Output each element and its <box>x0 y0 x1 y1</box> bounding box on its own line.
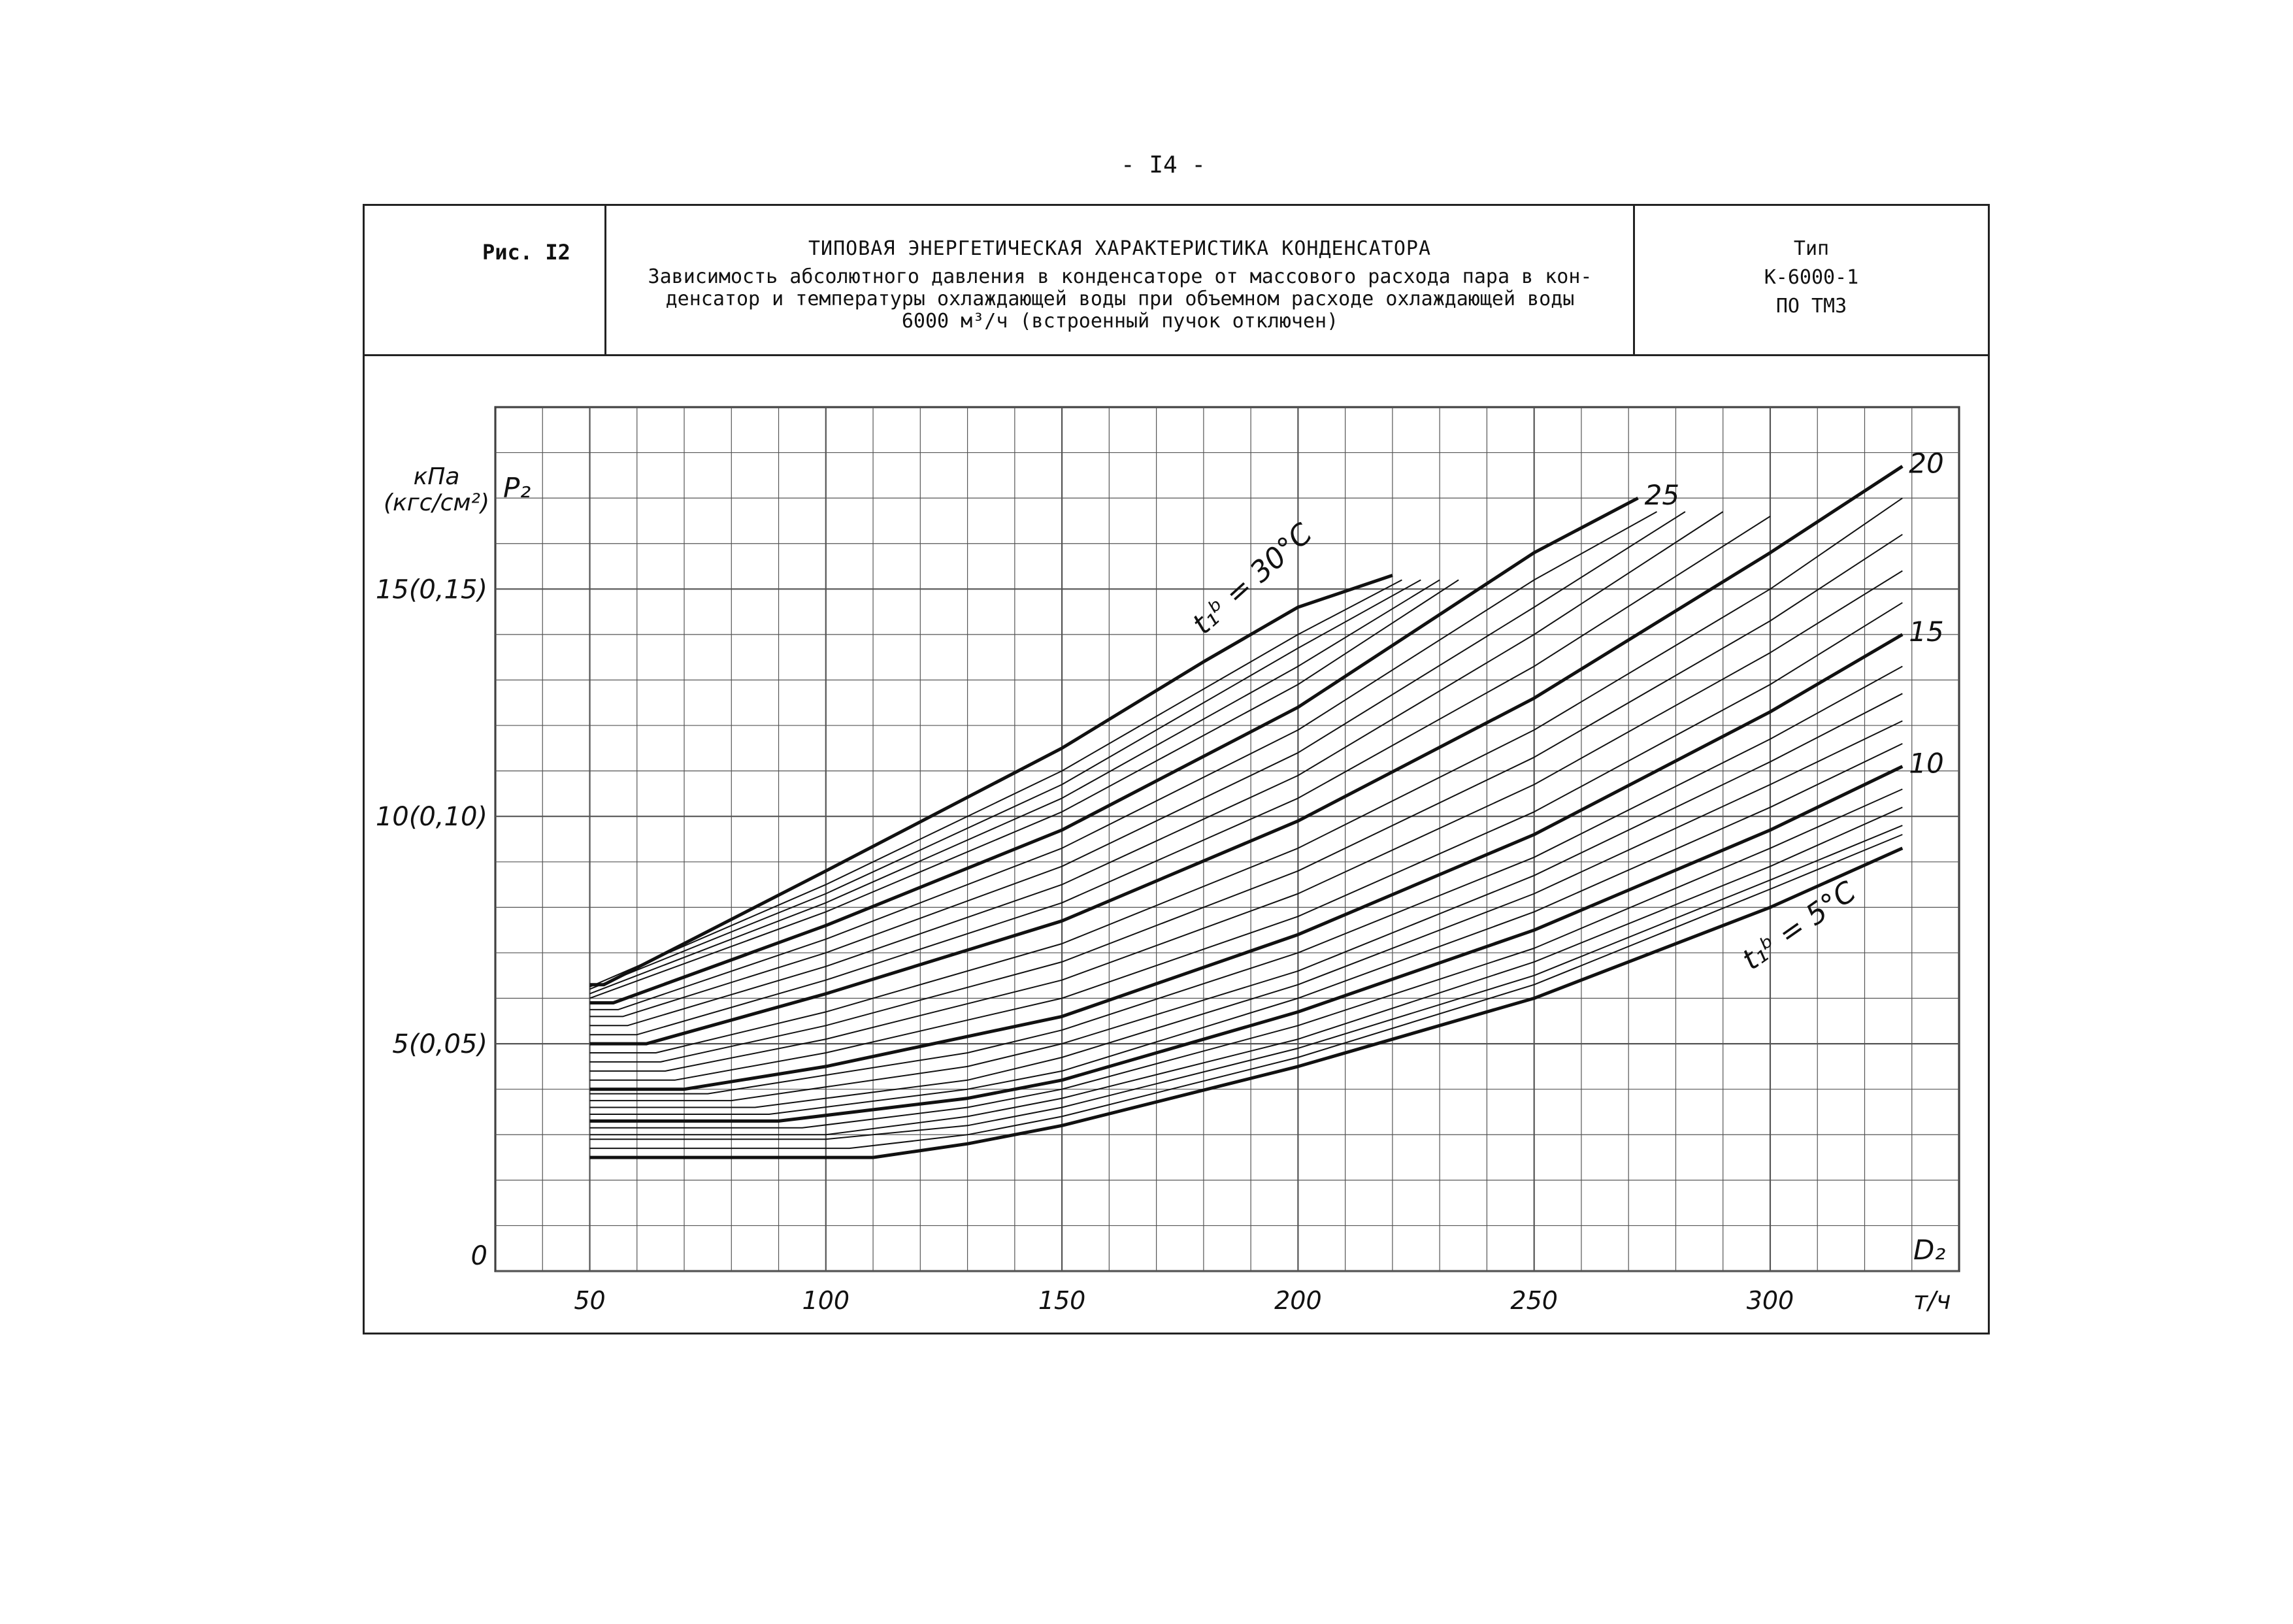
curve-t-7 <box>589 825 1903 1140</box>
curve-t-19 <box>589 497 1903 1053</box>
title-block: Рис. I2 ТИПОВАЯ ЭНЕРГЕТИЧЕСКАЯ ХАРАКТЕРИ… <box>365 206 1988 356</box>
y-tick-label: 0 <box>471 1241 487 1271</box>
x-tick-label: 50 <box>574 1286 605 1315</box>
curve-label-t-20: 20 <box>1909 447 1943 479</box>
y-tick-label: 10(0,10) <box>376 802 487 832</box>
title-cell: ТИПОВАЯ ЭНЕРГЕТИЧЕСКАЯ ХАРАКТЕРИСТИКА КО… <box>606 206 1635 354</box>
x-tick-label: 100 <box>802 1286 850 1315</box>
curve-t-27 <box>589 579 1440 995</box>
y-axis-unit: кПа <box>414 463 460 490</box>
x-tick-label: 250 <box>1510 1286 1558 1315</box>
y-axis-unit-alt: (кгс/см²) <box>384 489 489 516</box>
x-tick-label: 150 <box>1038 1286 1086 1315</box>
labels: 50 100 150 200 250 300 0 5(0,05) 10(0,10) 15(0,15… <box>376 447 1951 1315</box>
y-axis-symbol: P₂ <box>503 472 531 504</box>
curve-t-20 <box>589 465 1904 1046</box>
curve-t-24 <box>589 511 1657 1010</box>
curves <box>589 465 1904 1159</box>
curve-t-10 <box>589 765 1904 1123</box>
curve-label-t-30: t₁ᵇ = 30°C <box>1186 517 1319 641</box>
subtitle-line: 6000 м³/ч (встроенный пучок отключен) <box>901 310 1339 333</box>
curve-t-26 <box>589 579 1459 999</box>
type-cell: Тип К-6000-1 ПО ТМЗ <box>1635 206 1988 354</box>
figure-cell: Рис. I2 <box>365 206 606 354</box>
curve-t-8 <box>589 806 1903 1136</box>
x-axis-unit: т/ч <box>1913 1286 1951 1315</box>
curve-label-t-15: 15 <box>1909 616 1943 648</box>
page-number: - I4 - <box>1120 152 1206 178</box>
curve-t-25 <box>589 496 1639 1004</box>
curve-t-11 <box>589 742 1903 1115</box>
curve-t-29 <box>589 579 1402 988</box>
plot-frame <box>494 406 1960 1272</box>
curve-t-17 <box>589 570 1903 1072</box>
x-tick-label: 200 <box>1274 1286 1322 1315</box>
subtitle-line: денсатор и температуры охлаждающей воды … <box>665 288 1575 310</box>
chart-area: 50 100 150 200 250 300 0 5(0,05) 10(0,10) 15(0,15… <box>365 356 1988 1333</box>
curve-t-18 <box>589 533 1903 1063</box>
type-label: Тип <box>1793 237 1830 260</box>
curve-t-12 <box>589 720 1903 1108</box>
chart-title: ТИПОВАЯ ЭНЕРГЕТИЧЕСКАЯ ХАРАКТЕРИСТИКА КО… <box>808 237 1432 260</box>
curve-t-6 <box>589 834 1903 1150</box>
figure-label: Рис. I2 <box>482 240 570 265</box>
y-tick-label: 15(0,15) <box>376 574 487 605</box>
curve-t-9 <box>589 788 1903 1129</box>
curve-label-t-5: t₁ᵇ = 5°C <box>1736 875 1862 977</box>
drawing-sheet: Рис. I2 ТИПОВАЯ ЭНЕРГЕТИЧЕСКАЯ ХАРАКТЕРИ… <box>363 204 1990 1334</box>
curve-t-16 <box>589 602 1903 1081</box>
condenser-chart: 50 100 150 200 250 300 0 5(0,05) 10(0,10) 15(0,15… <box>376 406 1960 1315</box>
curve-label-t-25: 25 <box>1645 479 1679 511</box>
grid <box>494 406 1960 1272</box>
x-tick-label: 300 <box>1747 1286 1794 1315</box>
curve-label-t-10: 10 <box>1909 748 1943 780</box>
curve-t-5 <box>589 846 1904 1159</box>
type-maker: ПО ТМЗ <box>1775 295 1847 318</box>
y-tick-label: 5(0,05) <box>392 1029 487 1059</box>
curve-t-15 <box>589 633 1904 1091</box>
curve-t-14 <box>589 665 1903 1095</box>
chart-subtitle: Зависимость абсолютного давления в конде… <box>630 266 1610 333</box>
subtitle-line: Зависимость абсолютного давления в конде… <box>648 265 1592 288</box>
x-axis-symbol: D₂ <box>1913 1234 1945 1266</box>
type-model: К-6000-1 <box>1764 266 1859 289</box>
curve-t-23 <box>589 511 1686 1018</box>
curve-t-22 <box>589 511 1724 1027</box>
curve-t-13 <box>589 693 1903 1102</box>
curve-t-28 <box>589 579 1421 990</box>
curve-t-30 <box>589 574 1393 987</box>
curve-t-21 <box>589 516 1771 1036</box>
